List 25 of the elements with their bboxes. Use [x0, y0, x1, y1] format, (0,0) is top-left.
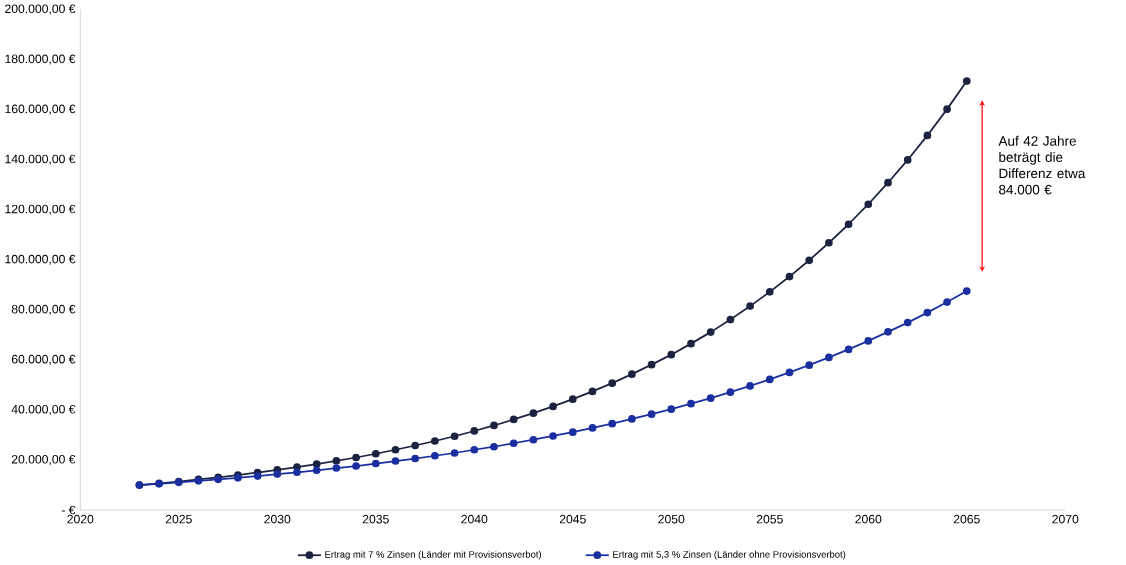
x-tick-label: 2045	[559, 514, 586, 524]
x-tick-label: 2035	[362, 514, 389, 524]
legend-label: Ertrag mit 7 % Zinsen (Länder mit Provisionsverbot)	[325, 550, 542, 560]
x-tick-label: 2030	[264, 514, 291, 524]
annotation: Auf 42 Jahre beträgt die Differenz etwa 84.000 €	[998, 135, 1086, 195]
legend-label: Ertrag mit 5,3 % Zinsen (Länder ohne Provisionsverbot)	[613, 550, 846, 560]
x-tick-label: 2065	[953, 514, 980, 524]
x-tick-label: 2050	[658, 514, 685, 524]
x-tick-label: 2040	[461, 514, 488, 524]
y-tick-label: - €	[61, 505, 76, 515]
x-tick-label: 2070	[1052, 514, 1079, 524]
x-tick-label: 2055	[756, 514, 783, 524]
y-tick-label: 20.000,00 €	[11, 454, 76, 465]
y-tick-label: 200.000,00 €	[5, 4, 76, 15]
y-tick-label: 140.000,00 €	[5, 154, 76, 165]
y-tick-label: 160.000,00 €	[5, 104, 76, 115]
y-tick-label: 120.000,00 €	[5, 204, 76, 215]
y-tick-label: 40.000,00 €	[11, 404, 76, 415]
y-tick-label: 80.000,00 €	[11, 304, 76, 315]
y-tick-label: 180.000,00 €	[5, 54, 76, 65]
x-tick-label: 2025	[165, 514, 192, 524]
x-tick-label: 2060	[855, 514, 882, 524]
y-tick-label: 100.000,00 €	[5, 254, 76, 265]
y-tick-label: 60.000,00 €	[11, 354, 76, 365]
x-tick-label: 2020	[67, 514, 94, 524]
